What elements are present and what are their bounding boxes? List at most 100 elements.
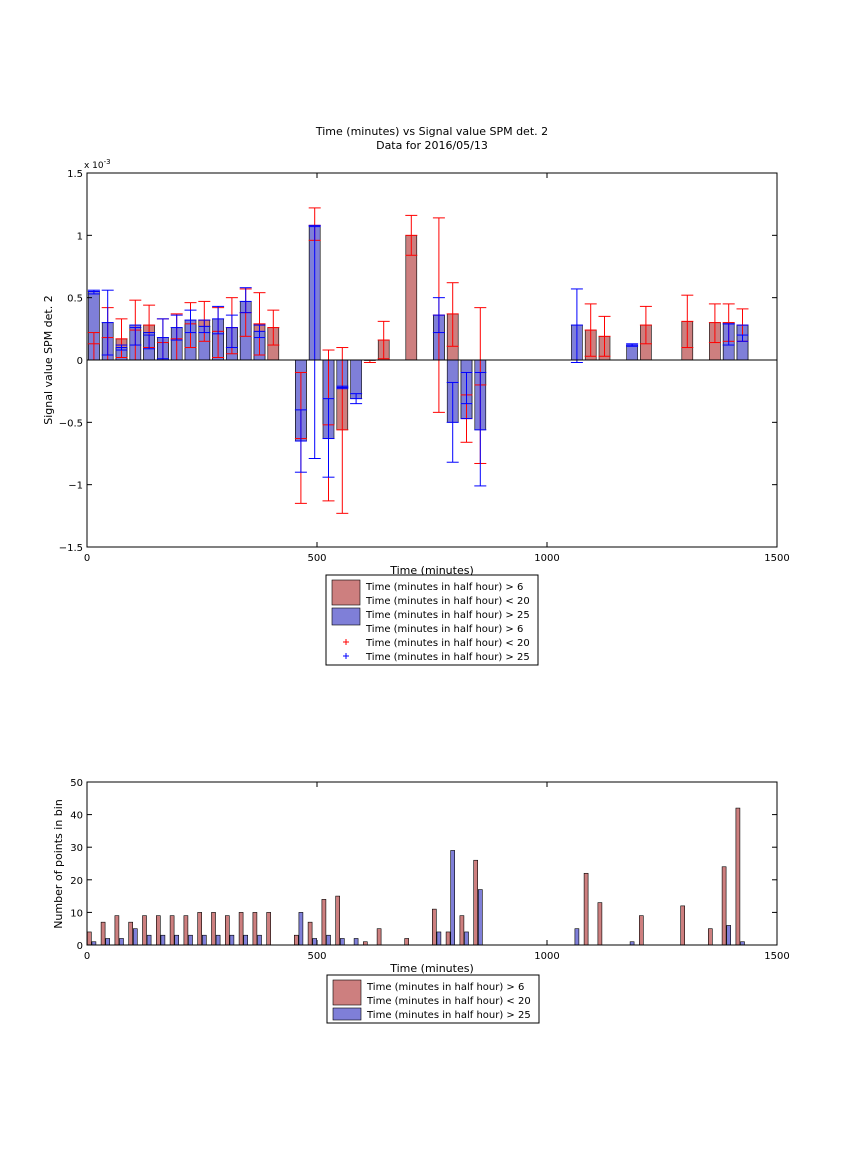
signal-bar [350,359,362,399]
count-bar [142,915,147,946]
count-bar [156,915,161,946]
count-bar [574,928,580,946]
error-bar [143,332,156,350]
legend-swatch-red [331,579,361,606]
y-tick-label: 0 [77,941,83,952]
legend-box [326,974,540,1024]
count-bar [202,934,207,946]
legend-label: Time (minutes in half hour) < 20 [365,638,530,649]
count-bar [445,931,451,946]
count-bar [721,866,727,946]
y-tick-label: 0 [77,356,83,367]
chart-title: Time (minutes) vs Signal value SPM det. … [315,125,548,138]
y-tick-label: 1.5 [67,169,83,180]
count-bar [215,934,221,946]
error-bar [115,318,128,359]
y-tick-label: 50 [70,778,83,789]
count-bar [266,912,272,946]
error-bar [598,315,611,357]
y-tick-label: 30 [70,843,83,854]
legend-label: Time (minutes in half hour) > 6 [366,982,524,993]
legend-label: Time (minutes in half hour) > 25 [365,610,530,621]
count-bar [326,934,331,946]
error-bar [336,385,349,390]
error-bar [736,324,749,342]
x-tick-label: 1500 [764,553,789,564]
error-bar [239,287,252,314]
count-bar [188,934,193,946]
count-bar [431,908,437,946]
count-bar [680,905,686,946]
legend-label: Time (minutes in half hour) < 20 [365,596,530,607]
count-bar [638,915,644,946]
top-error-bars [87,207,749,514]
y-tick-label: 20 [70,876,83,887]
y-tick-label: 40 [70,811,83,822]
count-bar [293,934,299,946]
x-tick-label: 0 [84,553,90,564]
count-bar [146,934,152,946]
count-bar [252,912,258,946]
count-bar [298,912,304,946]
count-bar [473,859,479,946]
count-bar [160,934,166,946]
count-bar [100,921,106,946]
error-bar [584,303,597,357]
error-bar [446,282,459,347]
count-bar [174,934,179,946]
error-bar [626,343,639,347]
x-tick-label: 1500 [764,951,789,962]
legend-box [325,574,539,666]
error-bar [377,320,390,360]
y-tick-label: 10 [70,908,83,919]
x-tick-label: 1000 [534,951,559,962]
count-bar [726,925,732,946]
error-bar [681,294,694,349]
signal-chart: Time (minutes) vs Signal value SPM det. … [42,125,790,666]
bottom-y-ticks: 0 10 20 30 40 50 [70,778,777,952]
count-bar [243,934,248,946]
top-x-ticks: 0 500 1000 1500 [84,173,790,564]
bottom-plot-frame [86,781,778,946]
error-bar [350,393,363,405]
bottom-bars [87,807,745,946]
count-bar [597,902,603,946]
legend-label: Time (minutes in half hour) > 25 [366,1010,531,1021]
bottom-legend: Time (minutes in half hour) > 6 Time (min… [326,974,540,1024]
error-bar [87,289,100,295]
count-bar [707,928,713,946]
top-x-axis-label: Time (minutes) [389,564,474,577]
top-y-ticks: −1.5 −1 −0.5 0 0.5 1 1.5 [59,169,777,554]
error-bar [708,303,721,344]
count-bar [583,872,589,946]
count-bar [404,938,410,946]
error-bar [253,324,266,339]
legend-label: Time (minutes in half hour) > 6 [365,624,523,635]
legend-label: Time (minutes in half hour) > 6 [365,582,523,593]
error-bar [129,324,142,346]
count-bar [450,850,456,946]
error-bar [115,344,128,351]
error-bar [101,289,114,356]
count-bar [119,938,124,946]
signal-bar [626,344,638,361]
count-bar [312,938,318,946]
count-bar [238,912,244,946]
y-tick-label: −1 [68,481,83,492]
top-y-axis-label: Signal value SPM det. 2 [42,295,55,425]
bottom-x-ticks: 0 500 1000 1500 [84,782,790,962]
count-bar [197,912,202,946]
x-tick-label: 1000 [534,553,559,564]
error-bar [336,347,349,514]
error-bar [184,309,197,334]
count-bar [376,928,382,946]
error-bar [212,305,225,335]
chart-subtitle: Data for 2016/05/13 [376,139,488,152]
count-bar [114,915,120,946]
error-bar [170,314,183,341]
error-bar [432,297,445,334]
count-bar [477,889,483,946]
y-tick-label: −1.5 [59,543,83,554]
error-bar [570,288,583,363]
